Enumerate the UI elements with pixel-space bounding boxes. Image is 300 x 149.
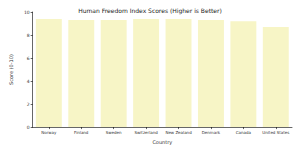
- svg-text:10: 10: [24, 10, 30, 15]
- svg-text:Score (0-10): Score (0-10): [8, 54, 14, 85]
- svg-text:Sweden: Sweden: [106, 130, 122, 135]
- svg-text:United States: United States: [262, 130, 289, 135]
- svg-text:Denmark: Denmark: [202, 130, 221, 135]
- svg-text:2: 2: [27, 102, 30, 107]
- svg-text:Country: Country: [152, 139, 172, 146]
- svg-text:Human Freedom Index Scores (Hi: Human Freedom Index Scores (Higher is Be…: [78, 7, 222, 15]
- svg-text:Norway: Norway: [41, 130, 57, 135]
- svg-text:8: 8: [27, 33, 30, 38]
- svg-text:Canada: Canada: [236, 130, 252, 135]
- svg-text:6: 6: [27, 56, 30, 61]
- svg-text:Finland: Finland: [74, 130, 89, 135]
- svg-text:4: 4: [27, 79, 30, 84]
- svg-text:Switzerland: Switzerland: [134, 130, 158, 135]
- svg-text:0: 0: [27, 125, 30, 130]
- svg-text:New Zealand: New Zealand: [165, 130, 192, 135]
